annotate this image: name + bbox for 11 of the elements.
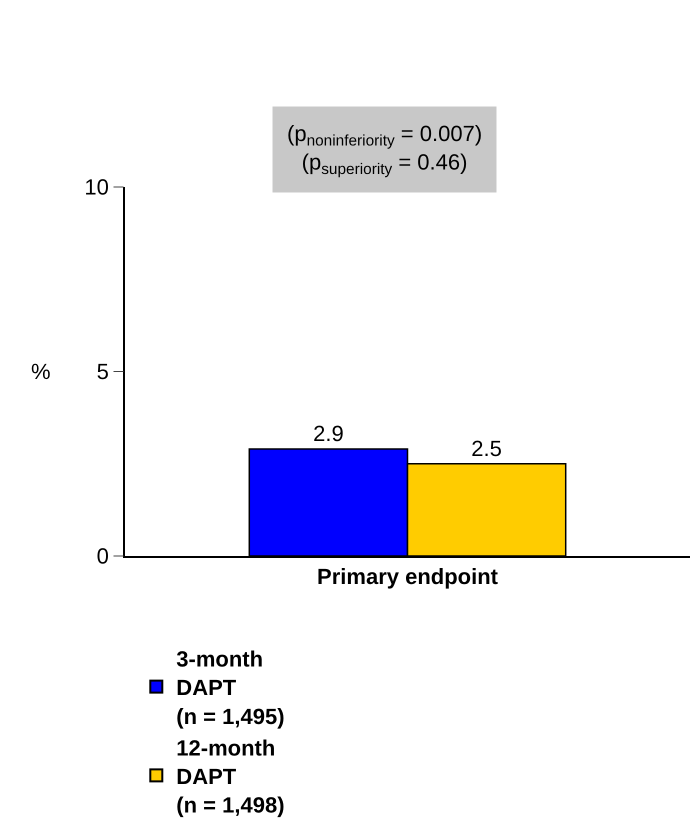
y-tick-label: 5 xyxy=(96,359,109,384)
data-label: 2.9 xyxy=(313,420,344,446)
legend-label: 3-month DAPT (n = 1,495) xyxy=(176,646,285,729)
x-tick-label: Primary endpoint xyxy=(317,564,499,590)
text: (p$_{noninferiority}$ = 0.007) xyxy=(287,121,482,150)
data-label: 2.5 xyxy=(471,436,502,461)
y-tick-label: 0 xyxy=(96,544,109,569)
text: (p$_{superiority}$ = 0.46) xyxy=(302,150,468,178)
y-tick-label: 10 xyxy=(84,174,109,200)
y-axis-title: % xyxy=(31,359,51,384)
legend-label: 12-month DAPT (n = 1,498) xyxy=(176,735,285,818)
